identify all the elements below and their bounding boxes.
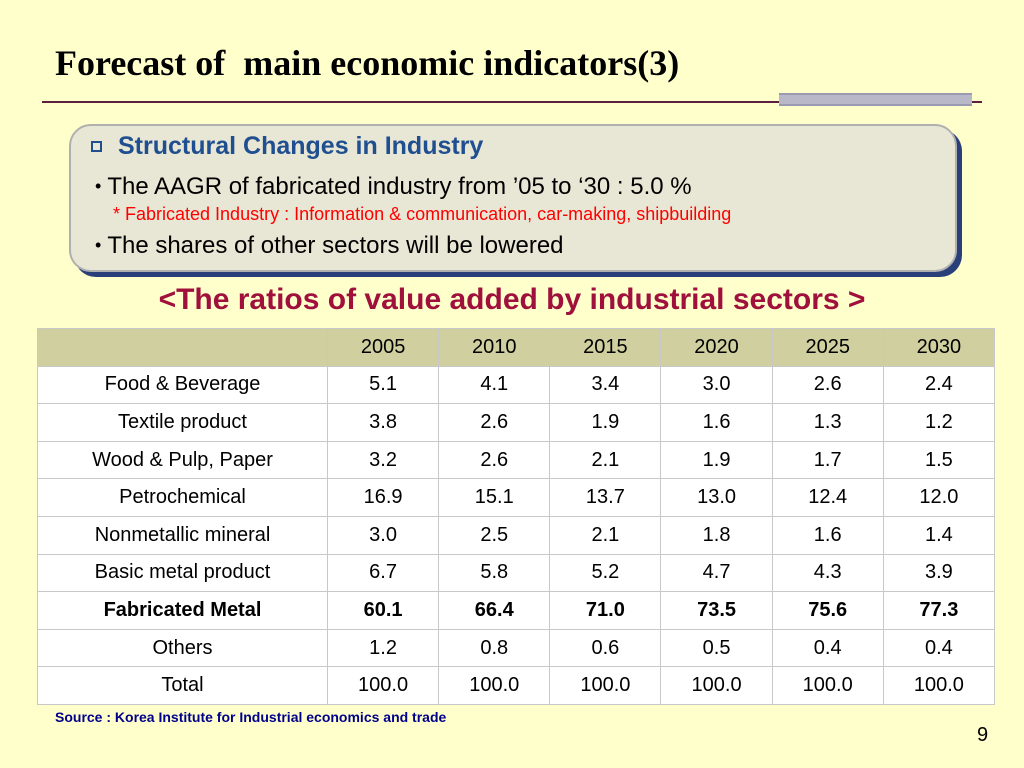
value-cell: 3.0 bbox=[326, 515, 440, 555]
value-cell: 0.4 bbox=[882, 628, 996, 668]
value-cell: 1.2 bbox=[326, 628, 440, 668]
value-cell: 0.4 bbox=[771, 628, 884, 668]
value-cell: 5.2 bbox=[549, 553, 662, 593]
header-cell: 2015 bbox=[549, 328, 662, 367]
value-cell: 73.5 bbox=[660, 591, 773, 630]
panel-heading: Structural Changes in Industry bbox=[91, 132, 483, 161]
table-row: Food & Beverage 5.1 4.1 3.4 3.0 2.6 2.4 bbox=[37, 365, 996, 405]
value-cell: 2.1 bbox=[549, 515, 662, 555]
value-cell: 5.1 bbox=[326, 365, 440, 405]
value-cell: 1.6 bbox=[771, 515, 884, 555]
value-cell: 6.7 bbox=[326, 553, 440, 593]
table-row: Petrochemical 16.9 15.1 13.7 13.0 12.4 12.0 bbox=[37, 478, 996, 517]
page-number: 9 bbox=[977, 724, 989, 746]
bullet-shares-text: The shares of other sectors will be lowe… bbox=[107, 232, 564, 259]
value-cell: 4.1 bbox=[438, 365, 551, 405]
table-title: <The ratios of value added by industrial… bbox=[158, 283, 866, 316]
table-row: Textile product 3.8 2.6 1.9 1.6 1.3 1.2 bbox=[37, 403, 996, 442]
value-cell: 3.8 bbox=[326, 403, 440, 442]
header-cell: 2005 bbox=[326, 328, 440, 367]
table-row: Fabricated Metal 60.1 66.4 71.0 73.5 75.6 77.3 bbox=[37, 591, 996, 630]
value-cell: 100.0 bbox=[771, 666, 884, 705]
row-label-cell: Nonmetallic mineral bbox=[37, 515, 328, 555]
row-label-cell: Total bbox=[37, 666, 328, 705]
row-label-cell: Textile product bbox=[37, 403, 328, 442]
value-cell: 13.0 bbox=[660, 478, 773, 517]
value-cell: 3.0 bbox=[660, 365, 773, 405]
value-cell: 77.3 bbox=[882, 591, 996, 630]
structural-changes-panel: Structural Changes in Industry • The AAGR… bbox=[69, 124, 957, 272]
value-cell: 60.1 bbox=[326, 591, 440, 630]
value-cell: 1.3 bbox=[771, 403, 884, 442]
value-cell: 2.6 bbox=[771, 365, 884, 405]
value-cell: 1.4 bbox=[882, 515, 996, 555]
table-row: Nonmetallic mineral 3.0 2.5 2.1 1.8 1.6 1.4 bbox=[37, 515, 996, 555]
value-cell: 15.1 bbox=[438, 478, 551, 517]
value-cell: 12.4 bbox=[771, 478, 884, 517]
value-cell: 3.9 bbox=[882, 553, 996, 593]
value-cell: 66.4 bbox=[438, 591, 551, 630]
value-cell: 3.4 bbox=[549, 365, 662, 405]
value-cell: 100.0 bbox=[549, 666, 662, 705]
value-cell: 5.8 bbox=[438, 553, 551, 593]
value-cell: 2.4 bbox=[882, 365, 996, 405]
slide-title: Forecast of main economic indicators(3) bbox=[55, 43, 680, 83]
value-cell: 0.6 bbox=[549, 628, 662, 668]
bullet-dot-icon: • bbox=[95, 176, 102, 196]
row-label-cell: Petrochemical bbox=[37, 478, 328, 517]
checkbox-bullet-icon bbox=[91, 141, 102, 152]
value-cell: 1.2 bbox=[882, 403, 996, 442]
bullet-aagr-text: The AAGR of fabricated industry from ’05… bbox=[107, 173, 692, 200]
title-accent-bar bbox=[779, 93, 972, 106]
value-cell: 13.7 bbox=[549, 478, 662, 517]
value-cell: 12.0 bbox=[882, 478, 996, 517]
fabricated-industry-note: * Fabricated Industry : Information & co… bbox=[113, 204, 732, 224]
header-cell: 2020 bbox=[660, 328, 773, 367]
title-underline bbox=[42, 101, 982, 103]
row-label-cell: Basic metal product bbox=[37, 553, 328, 593]
value-cell: 71.0 bbox=[549, 591, 662, 630]
bullet-shares: • The shares of other sectors will be low… bbox=[95, 232, 564, 260]
bullet-aagr: • The AAGR of fabricated industry from ’0… bbox=[95, 173, 692, 201]
value-cell: 1.7 bbox=[771, 440, 884, 480]
value-cell: 100.0 bbox=[326, 666, 440, 705]
value-cell: 1.5 bbox=[882, 440, 996, 480]
value-cell: 2.6 bbox=[438, 440, 551, 480]
header-cell: 2025 bbox=[771, 328, 884, 367]
value-cell: 75.6 bbox=[771, 591, 884, 630]
value-cell: 0.8 bbox=[438, 628, 551, 668]
value-added-ratio-table: 2005 2010 2015 2020 2025 2030 Food & Bev… bbox=[37, 328, 996, 705]
value-cell: 2.5 bbox=[438, 515, 551, 555]
value-cell: 2.6 bbox=[438, 403, 551, 442]
value-cell: 0.5 bbox=[660, 628, 773, 668]
value-cell: 4.7 bbox=[660, 553, 773, 593]
value-cell: 100.0 bbox=[438, 666, 551, 705]
value-cell: 3.2 bbox=[326, 440, 440, 480]
row-label-cell: Wood & Pulp, Paper bbox=[37, 440, 328, 480]
value-cell: 1.8 bbox=[660, 515, 773, 555]
table-body: Food & Beverage 5.1 4.1 3.4 3.0 2.6 2.4 Textile… bbox=[37, 365, 996, 705]
value-cell: 4.3 bbox=[771, 553, 884, 593]
table-row: Others 1.2 0.8 0.6 0.5 0.4 0.4 bbox=[37, 628, 996, 668]
panel-heading-text: Structural Changes in Industry bbox=[118, 132, 484, 160]
bullet-dot-icon: • bbox=[95, 235, 102, 255]
header-cell: 2010 bbox=[438, 328, 551, 367]
value-cell: 1.9 bbox=[660, 440, 773, 480]
row-label-cell: Fabricated Metal bbox=[37, 591, 328, 630]
table-row: Wood & Pulp, Paper 3.2 2.6 2.1 1.9 1.7 1.5 bbox=[37, 440, 996, 480]
value-cell: 100.0 bbox=[882, 666, 996, 705]
table-row: Basic metal product 6.7 5.8 5.2 4.7 4.3 3.9 bbox=[37, 553, 996, 593]
source-note: Source : Korea Institute for Industrial … bbox=[55, 709, 447, 725]
header-cell bbox=[37, 328, 328, 367]
row-label-cell: Others bbox=[37, 628, 328, 668]
table-row: Total 100.0 100.0 100.0 100.0 100.0 100.0 bbox=[37, 666, 996, 705]
header-cell: 2030 bbox=[882, 328, 996, 367]
value-cell: 16.9 bbox=[326, 478, 440, 517]
value-cell: 1.9 bbox=[549, 403, 662, 442]
value-cell: 2.1 bbox=[549, 440, 662, 480]
value-cell: 1.6 bbox=[660, 403, 773, 442]
value-cell: 100.0 bbox=[660, 666, 773, 705]
row-label-cell: Food & Beverage bbox=[37, 365, 328, 405]
table-header-row: 2005 2010 2015 2020 2025 2030 bbox=[37, 328, 996, 367]
